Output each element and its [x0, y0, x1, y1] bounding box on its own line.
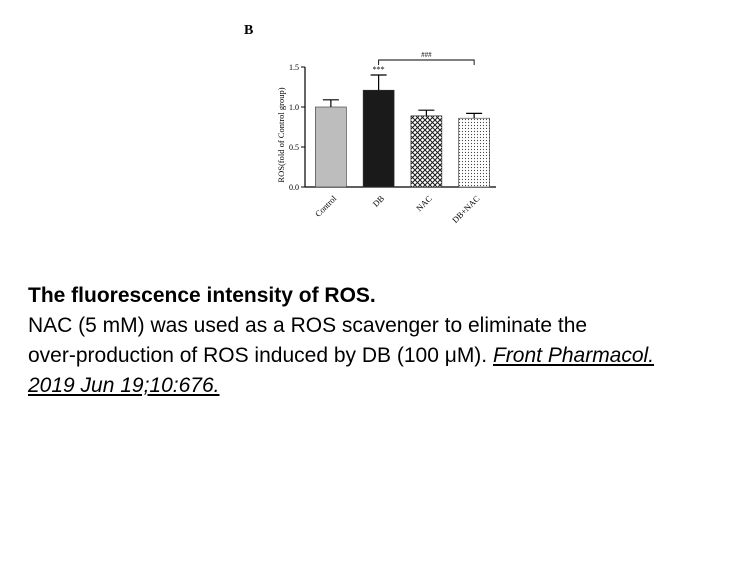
caption-title: The fluorescence intensity of ROS. [28, 284, 376, 307]
significance-stars: *** [373, 65, 385, 74]
bar-db-nac [458, 117, 490, 188]
x-tick-label: DB+NAC [450, 193, 482, 225]
y-tick-label: 0.0 [289, 183, 299, 192]
caption-line-3: 2019 Jun 19;10:676. [28, 372, 756, 400]
bar-control [315, 106, 347, 188]
y-tick-label: 1.0 [289, 103, 299, 112]
x-tick-labels: Control DB NAC DB+NAC [313, 193, 482, 225]
bar-chart-figure: B ROS(fold of Control group) 0.0 0.5 1.0 1.… [244, 23, 496, 225]
caption-line-2-text: over-production of ROS induced by DB (10… [28, 344, 493, 367]
bar-nac [410, 115, 443, 188]
significance-annotations: *** ### [373, 51, 475, 74]
error-bars [322, 74, 483, 119]
panel-label: B [244, 23, 253, 38]
x-tick-label: DB [371, 193, 387, 209]
y-axis-label: ROS(fold of Control group) [276, 87, 286, 182]
citation-link-part1[interactable]: Front Pharmacol. [492, 344, 655, 367]
bars [315, 89, 490, 188]
significance-hash: ### [421, 51, 432, 59]
bar-db [362, 89, 395, 188]
x-tick-label: Control [313, 193, 339, 219]
y-ticks: 0.0 0.5 1.0 1.5 [289, 63, 305, 192]
caption-line-2: over-production of ROS induced by DB (10… [28, 342, 756, 370]
comparison-bracket [378, 59, 475, 65]
caption-line-1: NAC (5 mM) was used as a ROS scavenger t… [28, 314, 588, 337]
citation-link-part2[interactable]: 2019 Jun 19;10:676. [28, 374, 220, 397]
y-tick-label: 1.5 [289, 63, 299, 72]
y-tick-label: 0.5 [289, 143, 299, 152]
figure-caption: The fluorescence intensity of ROS. NAC (… [28, 282, 756, 400]
x-tick-label: NAC [414, 193, 434, 213]
